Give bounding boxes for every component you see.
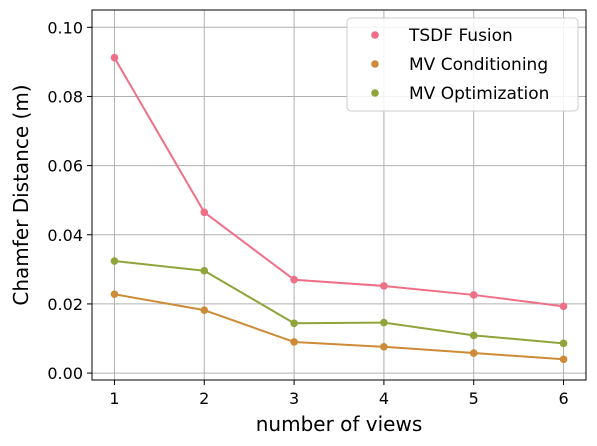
- data-point-mv-conditioning: [380, 343, 388, 351]
- data-point-mv-conditioning: [290, 338, 298, 346]
- x-tick-label: 1: [109, 389, 119, 408]
- legend-marker-mv-conditioning: [371, 60, 379, 68]
- data-point-mv-optimization: [290, 319, 298, 328]
- y-tick-label: 0.08: [47, 87, 83, 106]
- data-point-mv-optimization: [559, 339, 568, 348]
- y-tick-label: 0.10: [47, 18, 83, 37]
- x-tick-label: 6: [558, 389, 568, 408]
- legend-label-mv-optimization: MV Optimization: [409, 84, 549, 104]
- data-point-mv-conditioning: [110, 290, 119, 299]
- y-tick-label: 0.04: [47, 226, 83, 245]
- data-point-mv-optimization: [380, 318, 388, 327]
- x-axis: 1 2 3 4 5 6: [109, 380, 569, 408]
- data-point-mv-optimization: [200, 266, 209, 275]
- series-layer: [110, 53, 568, 364]
- legend: TSDF Fusion MV Conditioning MV Optimizatio…: [346, 17, 579, 112]
- legend-marker-tsdf-fusion: [371, 31, 379, 39]
- series-line-mv-conditioning: [114, 293, 564, 361]
- y-axis-label: Chamfer Distance (m): [9, 84, 33, 305]
- legend-frame: [346, 17, 579, 112]
- data-point-mv-optimization: [469, 331, 478, 340]
- data-point-mv-optimization: [110, 257, 119, 265]
- legend-label-tsdf-fusion: TSDF Fusion: [408, 26, 513, 46]
- x-tick-label: 2: [199, 389, 209, 408]
- series-line-tsdf-fusion: [113, 57, 564, 308]
- x-tick-label: 3: [289, 389, 299, 408]
- x-tick-label: 5: [469, 389, 479, 408]
- y-tick-label: 0.02: [47, 295, 83, 314]
- y-tick-label: 0.06: [47, 157, 83, 176]
- data-point-mv-conditioning: [469, 349, 478, 357]
- x-tick-label: 4: [379, 389, 389, 408]
- series-line-mv-optimization: [114, 260, 564, 345]
- data-point-tsdf-fusion: [559, 302, 568, 311]
- data-point-tsdf-fusion: [380, 282, 388, 290]
- data-point-tsdf-fusion: [290, 275, 298, 284]
- legend-marker-mv-optimization: [371, 89, 379, 97]
- y-tick-label: 0.00: [47, 364, 83, 383]
- data-point-tsdf-fusion: [469, 291, 478, 299]
- data-point-tsdf-fusion: [110, 53, 119, 62]
- data-point-tsdf-fusion: [200, 208, 209, 217]
- x-axis-label: number of views: [256, 412, 423, 436]
- plot-frame: [91, 9, 587, 381]
- data-point-mv-conditioning: [559, 355, 568, 364]
- data-point-mv-conditioning: [200, 306, 209, 314]
- legend-label-mv-conditioning: MV Conditioning: [409, 55, 548, 75]
- y-axis: 0.00 0.02 0.04 0.06 0.08 0.10: [47, 18, 92, 383]
